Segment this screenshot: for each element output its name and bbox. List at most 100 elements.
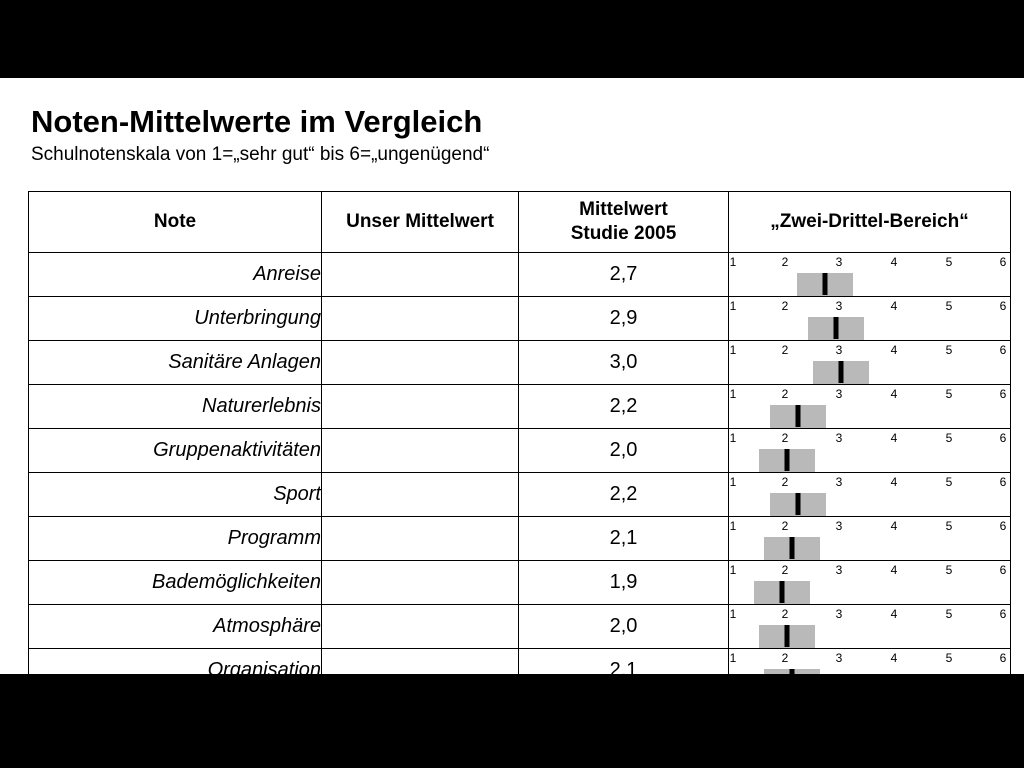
table-row: Anreise 2,7 1 2 3 4 5 6 — [28, 252, 1011, 297]
scale-tick-label: 6 — [999, 255, 1007, 269]
table-row: Organisation 2,1 1 2 3 4 5 6 — [28, 648, 1011, 674]
scale-tick-label: 4 — [890, 563, 898, 577]
scale-tick-label: 3 — [835, 651, 843, 665]
scale-tick-label: 2 — [781, 343, 789, 357]
scale-axis: 1 2 3 4 5 6 — [730, 431, 1010, 445]
scale-tick-label: 4 — [890, 651, 898, 665]
scale-tick-label: 2 — [781, 299, 789, 313]
scale-tick-label: 2 — [781, 607, 789, 621]
row-range-scale: 1 2 3 4 5 6 — [728, 560, 1011, 605]
scale-tick-label: 1 — [729, 607, 737, 621]
scale-axis: 1 2 3 4 5 6 — [729, 387, 1010, 401]
scale-tick-label: 5 — [945, 563, 953, 577]
table-row: Naturerlebnis 2,2 1 2 3 4 5 6 — [28, 384, 1011, 429]
scale-tick-label: 1 — [729, 387, 737, 401]
row-study-mean: 2,0 — [518, 428, 729, 473]
mean-marker — [822, 273, 828, 295]
scale-axis: 1 2 3 4 5 6 — [729, 563, 1010, 577]
scale-tick-label: 4 — [890, 343, 898, 357]
row-study-mean: 2,1 — [518, 648, 729, 674]
scale-tick-label: 2 — [781, 563, 789, 577]
scale-tick-label: 3 — [835, 607, 843, 621]
scale-axis: 1 2 3 4 5 6 — [729, 519, 1010, 533]
mean-marker — [784, 449, 790, 471]
row-our-mean — [321, 340, 519, 385]
scale-tick-label: 2 — [781, 519, 789, 533]
table-row: Unterbringung 2,9 1 2 3 4 5 6 — [28, 296, 1011, 341]
row-range-scale: 1 2 3 4 5 6 — [728, 648, 1011, 674]
header-study-line1: Mittelwert — [579, 199, 668, 220]
scale-tick-label: 5 — [945, 475, 953, 489]
scale-tick-label: 2 — [781, 387, 789, 401]
scale-tick-label: 3 — [835, 431, 843, 445]
mean-marker — [789, 537, 795, 559]
scale-tick-label: 6 — [999, 387, 1007, 401]
scale-tick-label: 6 — [999, 607, 1007, 621]
scale-tick-label: 4 — [890, 299, 898, 313]
scale-tick-label: 6 — [999, 651, 1007, 665]
row-label: Unterbringung — [28, 296, 322, 341]
scale-tick-label: 4 — [890, 607, 898, 621]
scale-axis: 1 2 3 4 5 6 — [729, 343, 1010, 357]
table-header-row: Note Unser Mittelwert Mittelwert Studie … — [28, 191, 1011, 253]
mean-marker — [838, 361, 844, 383]
mean-marker — [833, 317, 839, 339]
scale-tick-label: 1 — [729, 343, 737, 357]
row-range-scale: 1 2 3 4 5 6 — [728, 428, 1011, 473]
row-range-scale: 1 2 3 4 5 6 — [728, 604, 1011, 649]
row-study-mean: 2,9 — [518, 296, 729, 341]
row-our-mean — [321, 472, 519, 517]
row-label: Programm — [28, 516, 322, 561]
header-study: Mittelwert Studie 2005 — [518, 191, 729, 253]
scale-tick-label: 5 — [945, 343, 953, 357]
mean-marker — [784, 625, 790, 647]
scale-tick-label: 1 — [729, 519, 737, 533]
scale-tick-label: 4 — [890, 431, 898, 445]
row-label: Gruppenaktivitäten — [28, 428, 322, 473]
scale-tick-label: 4 — [890, 475, 898, 489]
row-study-mean: 2,2 — [518, 384, 729, 429]
header-note: Note — [28, 191, 322, 253]
scale-tick-label: 1 — [729, 475, 737, 489]
scale-tick-label: 5 — [945, 431, 953, 445]
scale-axis: 1 2 3 4 5 6 — [729, 475, 1010, 489]
row-study-mean: 2,7 — [518, 252, 729, 297]
scale-tick-label: 6 — [999, 563, 1007, 577]
row-our-mean — [321, 604, 519, 649]
scale-tick-label: 5 — [945, 387, 953, 401]
scale-tick-label: 6 — [999, 343, 1007, 357]
scale-tick-label: 6 — [999, 475, 1007, 489]
scale-tick-label: 3 — [835, 563, 843, 577]
row-our-mean — [321, 428, 519, 473]
scale-tick-label: 4 — [890, 519, 898, 533]
header-range: „Zwei-Drittel-Bereich“ — [728, 191, 1011, 253]
row-our-mean — [321, 560, 519, 605]
scale-tick-label: 1 — [729, 299, 737, 313]
row-label: Bademöglichkeiten — [28, 560, 322, 605]
scale-tick-label: 6 — [999, 519, 1007, 533]
scale-tick-label: 5 — [945, 299, 953, 313]
row-study-mean: 1,9 — [518, 560, 729, 605]
scale-tick-label: 3 — [835, 475, 843, 489]
table-row: Programm 2,1 1 2 3 4 5 6 — [28, 516, 1011, 561]
row-our-mean — [321, 384, 519, 429]
scale-tick-label: 3 — [835, 299, 843, 313]
row-label: Sanitäre Anlagen — [28, 340, 322, 385]
row-study-mean: 2,0 — [518, 604, 729, 649]
row-study-mean: 2,1 — [518, 516, 729, 561]
mean-marker — [789, 669, 795, 674]
row-our-mean — [321, 252, 519, 297]
scale-tick-label: 4 — [890, 387, 898, 401]
row-range-scale: 1 2 3 4 5 6 — [728, 340, 1011, 385]
table-row: Bademöglichkeiten 1,9 1 2 3 4 5 6 — [28, 560, 1011, 605]
mean-marker — [779, 581, 785, 603]
mean-marker — [795, 493, 801, 515]
scale-axis: 1 2 3 4 5 6 — [730, 651, 1010, 665]
row-label: Naturerlebnis — [28, 384, 322, 429]
row-label: Anreise — [28, 252, 322, 297]
scale-axis: 1 2 3 4 5 6 — [729, 607, 1010, 621]
scale-tick-label: 5 — [945, 519, 953, 533]
scale-tick-label: 1 — [729, 563, 737, 577]
scale-tick-label: 5 — [945, 255, 953, 269]
table-row: Gruppenaktivitäten 2,0 1 2 3 4 5 6 — [28, 428, 1011, 473]
